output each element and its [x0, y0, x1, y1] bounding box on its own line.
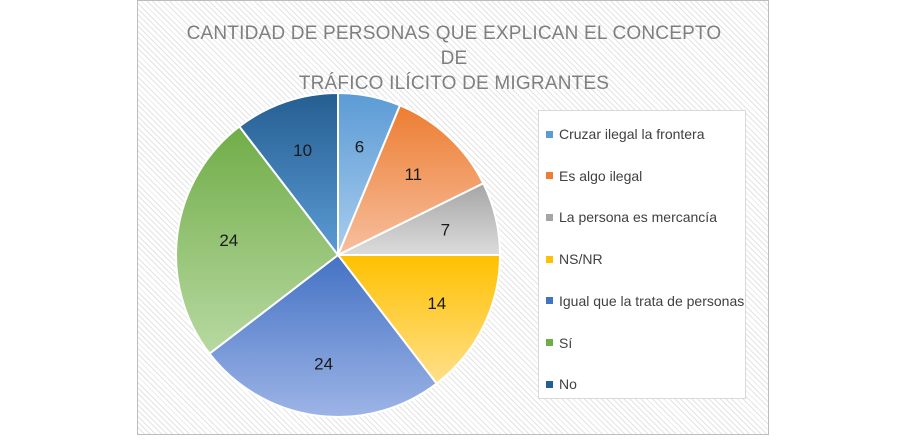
- pie-chart: 6 11 7 14 24 24 10: [175, 91, 502, 418]
- legend-item-igual-que-la-trata-de-personas: Igual que la trata de personas: [546, 292, 744, 310]
- data-label-no: 10: [293, 141, 312, 160]
- pie-slice-ns-nr: [335, 254, 502, 385]
- legend-label: La persona es mercancía: [559, 209, 717, 226]
- legend-swatch-icon: [546, 380, 553, 388]
- legend-swatch-icon: [546, 130, 553, 138]
- data-label-la-persona-es-mercancia: 7: [441, 221, 450, 240]
- legend-item-si: Sí: [546, 334, 572, 352]
- legend-label: Sí: [559, 334, 573, 351]
- legend-label: Cruzar ilegal la frontera: [559, 126, 705, 142]
- legend-item-ns-nr: NS/NR: [546, 250, 603, 268]
- legend-swatch-icon: [546, 297, 553, 305]
- chart-title-line-1: CANTIDAD DE PERSONAS QUE EXPLICAN EL CON…: [186, 23, 722, 69]
- data-label-cruzar-ilegal-la-frontera: 6: [355, 138, 364, 157]
- pie-data-labels: 6 11 7 14 24 24 10: [219, 138, 450, 374]
- chart-title-line-2: TRÁFICO ILÍCITO DE MIGRANTES: [298, 73, 610, 94]
- data-label-ns-nr: 14: [427, 294, 446, 313]
- legend-swatch-icon: [546, 339, 553, 346]
- pie-slices: [175, 91, 502, 418]
- legend-label: Igual que la trata de personas: [559, 292, 745, 309]
- legend: Cruzar ilegal la frontera Es algo ilegal L…: [538, 110, 746, 399]
- data-label-es-algo-ilegal: 11: [404, 165, 422, 184]
- legend-label: Es algo ilegal: [559, 167, 643, 184]
- legend-item-no: No: [546, 375, 577, 393]
- chart-area: CANTIDAD DE PERSONAS QUE EXPLICAN EL CON…: [137, 0, 769, 435]
- pie-slice-no: [237, 91, 339, 258]
- legend-label: No: [559, 376, 577, 393]
- legend-swatch-icon: [546, 213, 553, 221]
- legend-item-cruzar-ilegal-la-frontera: Cruzar ilegal la frontera: [546, 125, 705, 143]
- chart-title: CANTIDAD DE PERSONAS QUE EXPLICAN EL CON…: [178, 21, 730, 96]
- data-label-igual-que-la-trata-de-personas: 24: [314, 355, 333, 374]
- legend-label: NS/NR: [559, 251, 603, 268]
- legend-item-es-algo-ilegal: Es algo ilegal: [546, 167, 642, 185]
- legend-swatch-icon: [546, 255, 553, 263]
- pie-slice-es-algo-ilegal: [336, 104, 485, 258]
- pie-slice-igual-que-la-trata-de-personas: [208, 253, 439, 418]
- legend-swatch-icon: [546, 172, 553, 180]
- legend-item-la-persona-es-mercancia: La persona es mercancía: [546, 208, 717, 226]
- pie-slice-si: [175, 125, 340, 356]
- data-label-si: 24: [219, 231, 238, 250]
